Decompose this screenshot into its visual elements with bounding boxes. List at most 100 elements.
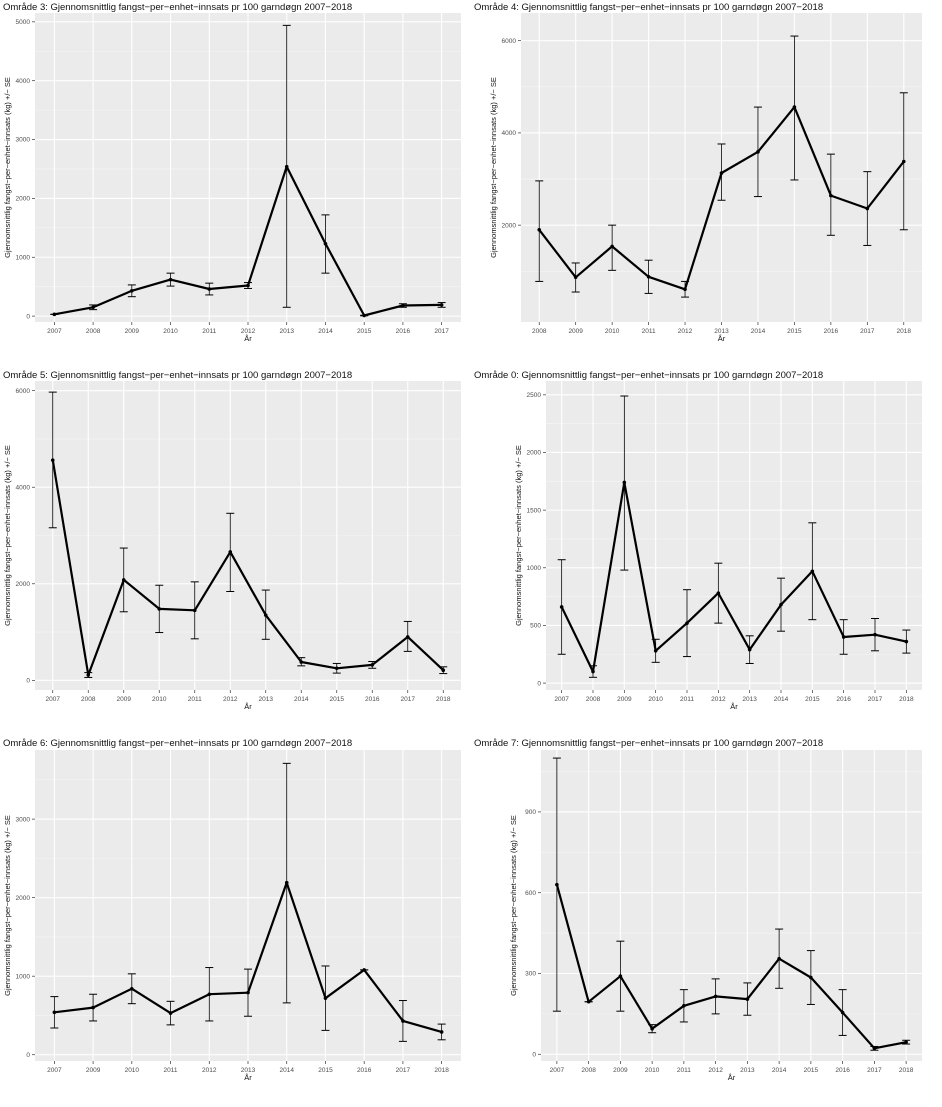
x-tick-label: 2008 [86,328,101,335]
x-tick-label: 2015 [804,1067,819,1074]
y-axis-label: Gjennomsnittlig fangst−per−enhet−innsats… [3,445,12,626]
data-point [573,275,578,280]
y-tick-label: 0 [532,1051,536,1058]
y-tick-label: 1000 [527,565,542,572]
y-tick-label: 2000 [16,895,31,902]
x-tick-label: 2008 [586,696,601,703]
x-tick-label: 2010 [645,1067,660,1074]
x-tick-label: 2016 [835,1067,850,1074]
data-point [284,880,289,885]
data-point [841,635,846,639]
y-axis-label: Gjennomsnittlig fangst−per−enhet−innsats… [489,77,498,258]
y-axis-label: Gjennomsnittlig fangst−per−enhet−innsats… [509,815,518,996]
data-point [405,635,410,639]
data-point [777,956,781,961]
x-tick-label: 2010 [152,696,167,703]
data-point [362,313,366,318]
x-tick-label: 2012 [223,696,238,703]
data-point [650,1026,654,1031]
x-tick-label: 2009 [125,328,140,335]
data-point [168,277,173,282]
y-tick-label: 0 [26,313,30,320]
x-tick-label: 2010 [648,696,663,703]
y-tick-label: 500 [530,623,541,630]
data-point [618,974,623,978]
x-tick-label: 2017 [867,1067,882,1074]
chart-svg: Område 3: Gjennomsnittlig fangst−per−enh… [3,2,461,343]
data-point [713,994,718,999]
y-tick-label: 6000 [16,388,31,395]
x-tick-label: 2013 [740,1067,755,1074]
x-tick-label: 2013 [714,328,729,335]
data-point [130,289,134,293]
y-tick-label: 1000 [16,254,31,261]
x-tick-label: 2014 [294,696,309,703]
y-tick-label: 4000 [16,484,31,491]
y-tick-label: 5000 [16,19,31,26]
data-point [716,591,721,595]
y-tick-label: 4000 [502,130,517,137]
data-point [840,1010,845,1015]
x-tick-label: 2018 [899,696,914,703]
data-point [829,193,833,198]
y-tick-label: 2000 [502,222,517,229]
data-point [559,605,564,609]
chart-title: Område 3: Gjennomsnittlig fangst−per−enh… [3,2,352,13]
y-tick-label: 900 [525,809,536,816]
data-point [192,608,197,613]
data-point [362,968,366,972]
x-axis-label: År [244,702,252,711]
x-tick-label: 2015 [805,696,820,703]
x-tick-label: 2017 [868,696,883,703]
chart-svg: Område 5: Gjennomsnittlig fangst−per−enh… [3,370,461,711]
x-tick-label: 2015 [357,328,372,335]
x-tick-label: 2012 [711,696,726,703]
x-tick-label: 2007 [554,696,569,703]
data-point [779,602,783,607]
data-point [685,621,689,625]
x-tick-label: 2017 [396,1067,411,1074]
data-point [246,283,250,288]
data-point [50,458,55,462]
x-tick-label: 2017 [434,328,449,335]
x-tick-label: 2012 [241,328,256,335]
y-axis-label: Gjennomsnittlig fangst−per−enhet−innsats… [3,77,12,258]
chart-svg: Område 0: Gjennomsnittlig fangst−per−enh… [474,370,922,711]
chart-title: Område 6: Gjennomsnittlig fangst−per−enh… [3,738,352,749]
data-point [130,986,134,991]
x-tick-label: 2018 [436,696,451,703]
x-tick-label: 2018 [434,1067,449,1074]
y-tick-label: 6000 [502,38,517,45]
x-tick-label: 2018 [897,328,912,335]
x-tick-label: 2011 [202,328,216,335]
chart-panel-omrade-5: Område 5: Gjennomsnittlig fangst−per−enh… [0,368,471,736]
x-tick-label: 2007 [47,1067,62,1074]
data-point [441,668,446,673]
chart-panel-omrade-6: Område 6: Gjennomsnittlig fangst−per−enh… [0,736,471,1107]
x-tick-label: 2008 [581,1067,596,1074]
x-tick-label: 2009 [617,696,632,703]
y-tick-label: 0 [26,1052,30,1059]
x-tick-label: 2011 [677,1067,691,1074]
x-tick-label: 2016 [824,328,839,335]
x-tick-label: 2016 [357,1067,372,1074]
data-point [334,666,339,671]
chart-svg: Område 7: Gjennomsnittlig fangst−per−enh… [474,738,922,1082]
chart-panel-omrade-4: Område 4: Gjennomsnittlig fangst−per−enh… [471,0,942,368]
plot-background [541,750,922,1061]
data-point [646,275,651,279]
data-point [555,882,559,887]
data-point [610,244,614,249]
data-point [263,613,268,617]
x-tick-label: 2017 [860,328,875,335]
chart-svg: Område 6: Gjennomsnittlig fangst−per−enh… [3,738,461,1082]
y-tick-label: 3000 [16,137,31,144]
data-point [401,1019,405,1023]
x-tick-label: 2010 [125,1067,140,1074]
x-tick-label: 2010 [605,328,620,335]
data-point [683,287,687,292]
x-tick-label: 2012 [678,328,693,335]
data-point [323,996,328,1000]
x-tick-label: 2013 [742,696,757,703]
data-point [873,632,877,637]
